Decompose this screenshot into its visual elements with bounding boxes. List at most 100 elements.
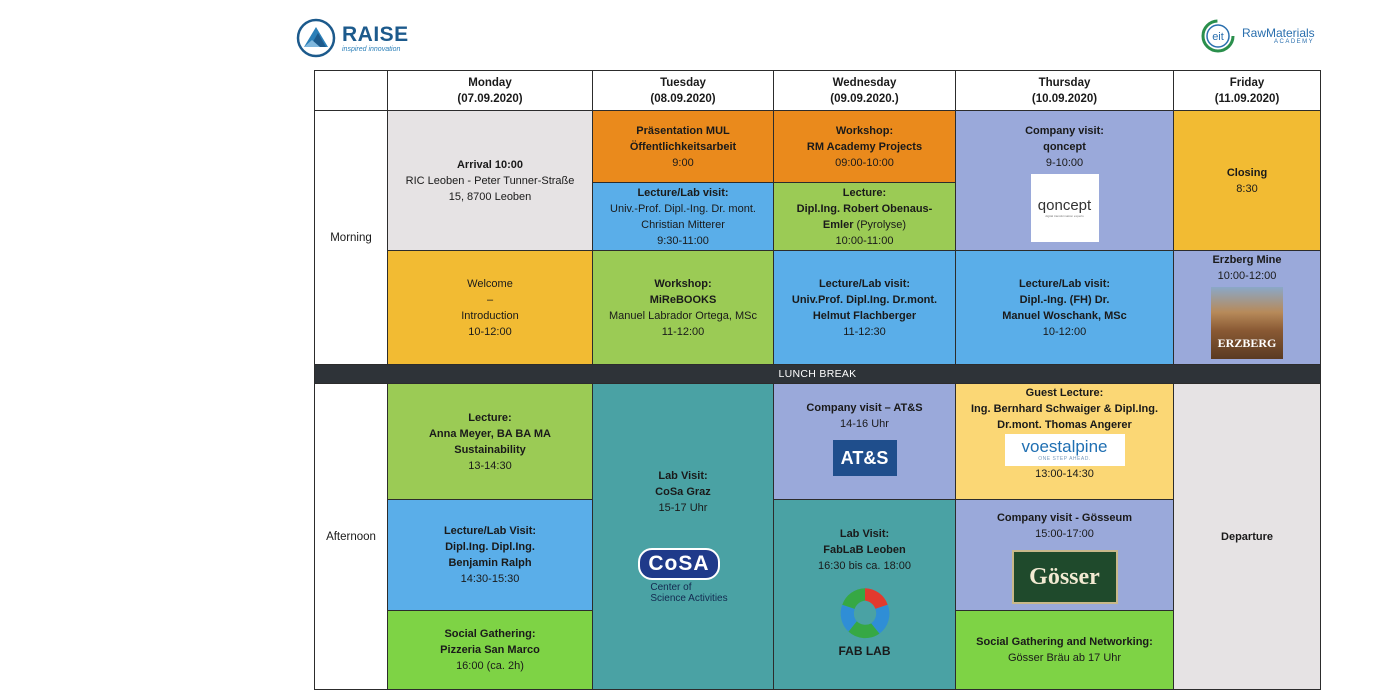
event-title: Lecture/Lab visit: [1018,277,1111,290]
event-title: Lab Visit: [658,470,708,482]
eit-logo-text: RawMaterials [1242,25,1315,40]
header-corner [314,70,388,111]
event-line: – [486,293,494,306]
event-lab-visit-fablab: Lab Visit: FabLaB Leoben 16:30 bis ca. 1… [773,499,956,690]
header-day: Thursday [1038,76,1091,89]
event-title: Welcome [467,277,513,290]
raise-logo-icon [296,18,336,58]
event-social-gathering-networking: Social Gathering and Networking: Gösser … [955,610,1174,690]
event-line: Ing. Bernhard Schwaiger & Dipl.Ing. [970,403,1159,415]
event-time: 8:30 [1236,182,1258,195]
event-line: qoncept [1043,141,1086,153]
event-arrival: Arrival 10:00 RIC Leoben - Peter Tunner-… [387,110,593,251]
event-title: Company visit - Gösseum [996,512,1133,524]
event-line: Univ.-Prof. Dipl.-Ing. Dr. mont. [610,202,756,215]
event-lecture-ralph: Lecture/Lab Visit: Dipl.Ing. Dipl.Ing. B… [387,499,593,611]
event-departure: Departure [1173,383,1321,690]
event-time: 10-12:00 [468,325,512,338]
event-title: Lecture: [842,186,887,199]
event-workshop-mirebooks: Workshop: MiReBOOKS Manuel Labrador Orte… [592,250,774,365]
lunch-break-label: LUNCH BREAK [778,368,857,380]
event-line-note: (Pyrolyse) [853,218,907,231]
event-title: Company visit: [1025,125,1104,137]
event-line: MiReBOOKS [649,293,717,306]
erzberg-photo: ERZBERG [1211,287,1283,359]
header-date: (08.09.2020) [650,92,716,105]
event-company-visit-qoncept: Company visit: qoncept 9-10:00 qoncept d… [955,110,1174,251]
event-time: 10:00-12:00 [1217,270,1277,282]
event-title: Workshop: [654,277,712,290]
eit-logo-subtext: ACADEMY [1274,39,1315,46]
lunch-break-bar: LUNCH BREAK [314,364,1321,384]
event-line: CoSa Graz [655,486,711,498]
event-social-gathering-pizzeria: Social Gathering: Pizzeria San Marco 16:… [387,610,593,690]
event-title: Closing [1226,166,1268,179]
event-title: Company visit – AT&S [806,402,923,414]
event-title: Lecture/Lab Visit: [443,525,537,537]
event-time: 15:00-17:00 [1035,528,1094,540]
qoncept-logo: qoncept digital transformation experts [1030,174,1099,242]
event-time: 10:00-11:00 [835,234,894,247]
voestalpine-logo: voestalpine ONE STEP AHEAD. [1004,434,1125,466]
cosa-logo-mark: CoSA [638,548,720,580]
event-time: 13-14:30 [468,459,512,472]
event-line: Pizzeria San Marco [440,644,540,656]
event-line: Gösser Bräu ab 17 Uhr [1007,652,1122,664]
event-time: 10-12:00 [1042,325,1087,338]
event-line: Dipl.Ing. Robert Obenaus- [796,202,933,215]
event-title: Social Gathering and Networking: [976,636,1153,648]
event-line: Dipl.-Ing. (FH) Dr. [1019,293,1110,306]
row-label-morning: Morning [314,110,388,365]
header-day: Wednesday [832,76,897,89]
event-company-visit-ats: Company visit – AT&S 14-16 Uhr AT&S [773,383,956,500]
header-date: (11.09.2020) [1214,92,1280,105]
event-title: Arrival 10:00 [456,158,524,171]
event-time: 11-12:00 [661,325,705,338]
event-line: Sustainability [454,443,526,456]
raise-logo-text: RAISE [342,22,409,46]
event-line: Univ.Prof. Dipl.Ing. Dr.mont. [791,293,938,306]
header-day: Friday [1229,76,1265,89]
event-title: Lecture: [468,411,512,424]
eit-rawmaterials-logo: eit RawMaterials ACADEMY [1200,16,1315,56]
event-lab-visit-cosa: Lab Visit: CoSa Graz 15-17 Uhr CoSA Cent… [592,383,774,690]
raise-logo: RAISE inspired innovation [296,16,409,60]
event-time: 11-12:30 [843,325,886,338]
event-title: Erzberg Mine [1212,254,1282,266]
event-title: Workshop: [835,124,894,137]
event-time: 09:00-10:00 [835,156,894,169]
svg-text:eit: eit [1212,31,1224,43]
event-time: 9-10:00 [1045,157,1084,169]
raise-logo-tagline: inspired innovation [342,45,401,53]
header-date: (09.09.2020.) [830,92,899,105]
event-welcome: Welcome – Introduction 10-12:00 [387,250,593,365]
event-lecture-woschank: Lecture/Lab visit: Dipl.-Ing. (FH) Dr. M… [955,250,1174,365]
event-workshop-rm-academy: Workshop: RM Academy Projects 09:00-10:0… [773,110,956,183]
event-line: Benjamin Ralph [448,557,532,569]
event-time: 14-16 Uhr [840,418,889,430]
event-line: Helmut Flachberger [812,309,917,322]
voestalpine-logo-text: voestalpine [1021,436,1108,456]
event-time: 14:30-15:30 [460,573,520,585]
cosa-logo-line: Science Activities [650,593,728,604]
schedule-table: Monday (07.09.2020) Tuesday (08.09.2020)… [314,70,1321,690]
row-label-afternoon: Afternoon [314,383,388,690]
event-lecture-obenaus: Lecture: Dipl.Ing. Robert Obenaus- Emler… [773,182,956,251]
event-title: Departure [1221,530,1273,543]
event-line: Emler (Pyrolyse) [823,217,906,233]
event-erzberg-mine: Erzberg Mine 10:00-12:00 ERZBERG [1173,250,1321,365]
event-line-bold: Emler [822,218,854,231]
event-lecture-meyer: Lecture: Anna Meyer, BA BA MA Sustainabi… [387,383,593,500]
event-guest-lecture: Guest Lecture: Ing. Bernhard Schwaiger &… [955,383,1174,500]
event-title: Lecture/Lab visit: [818,277,911,290]
goesser-logo: Gösser [1011,550,1118,604]
event-line: Anna Meyer, BA BA MA [428,427,552,440]
event-line: Öffentlichkeitsarbeit [629,140,737,153]
event-title: Social Gathering: [444,628,536,640]
qoncept-logo-text: qoncept [1037,196,1092,214]
event-time: 16:30 bis ca. 18:00 [818,560,911,572]
event-line: Manuel Woschank, MSc [1002,309,1127,322]
event-time: 16:00 (ca. 2h) [456,660,524,672]
voestalpine-logo-subtext: ONE STEP AHEAD. [1038,455,1091,462]
erzberg-photo-label: ERZBERG [1217,336,1277,350]
